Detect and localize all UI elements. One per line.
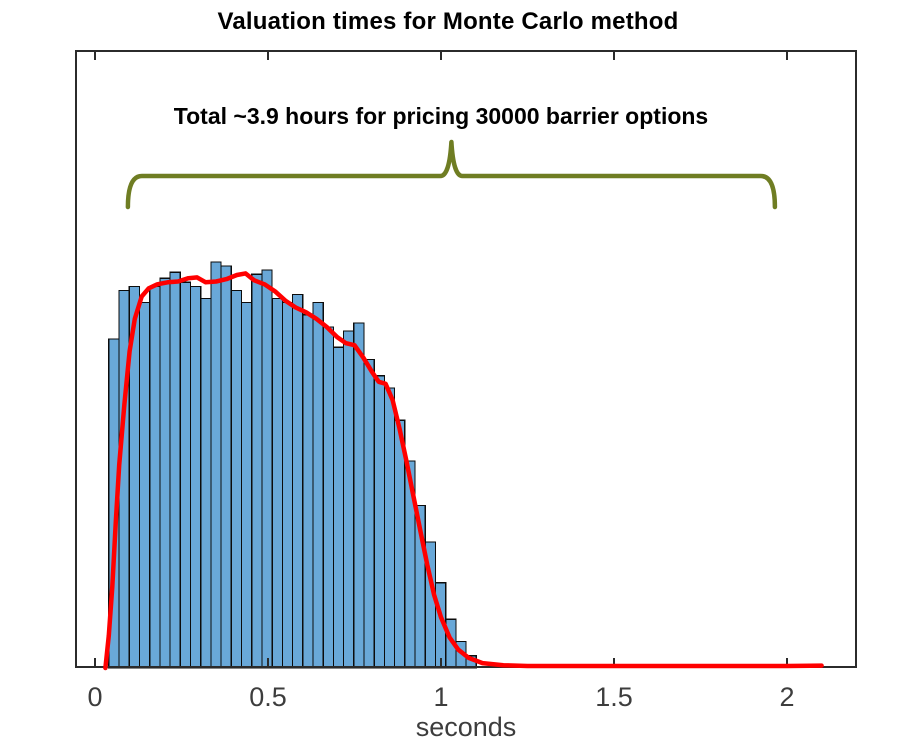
plot-border — [75, 50, 857, 668]
histogram-bar — [149, 285, 161, 669]
chart-title: Valuation times for Monte Carlo method — [217, 8, 679, 35]
brace-annotation — [125, 139, 778, 210]
histogram-bar — [343, 330, 355, 669]
histogram-bar — [200, 297, 212, 669]
histogram-bar — [169, 271, 181, 669]
x-axis-label: seconds — [415, 712, 517, 742]
histogram-bar — [220, 265, 232, 669]
histogram-bar — [332, 346, 345, 669]
histogram-bar — [292, 293, 304, 669]
histogram-bar — [179, 281, 192, 669]
x-tick-label: 2 — [779, 682, 794, 712]
histogram-bar — [210, 261, 222, 669]
x-tick-label: 1.5 — [595, 682, 633, 712]
x-tick-label: 1 — [433, 682, 448, 712]
histogram-bar — [251, 273, 263, 669]
histogram-bar — [373, 375, 386, 669]
histogram-bar — [363, 358, 375, 669]
histogram-bar — [281, 302, 294, 669]
total-annotation-label: Total ~3.9 hours for pricing 30000 barri… — [173, 103, 709, 129]
histogram-bar — [189, 285, 202, 669]
histogram-bar — [322, 326, 335, 669]
histogram-bar — [240, 302, 253, 669]
histogram-bar — [353, 322, 365, 669]
histogram-bar — [230, 289, 243, 669]
x-axis-tick-labels: 0 0.5 1 1.5 2 — [87, 682, 794, 712]
histogram-bar — [159, 277, 171, 669]
x-axis-ticks — [94, 52, 788, 666]
histogram-bar — [312, 302, 324, 669]
histogram-bar — [271, 297, 284, 669]
histogram-bar — [394, 419, 406, 669]
histogram-bar — [302, 314, 314, 669]
histogram-bar — [383, 387, 396, 669]
histogram-bars — [108, 261, 477, 669]
x-tick-label: 0 — [87, 682, 102, 712]
histogram-bar — [138, 302, 151, 669]
density-curve — [103, 271, 824, 671]
histogram-bar — [261, 269, 273, 669]
x-tick-label: 0.5 — [249, 682, 287, 712]
